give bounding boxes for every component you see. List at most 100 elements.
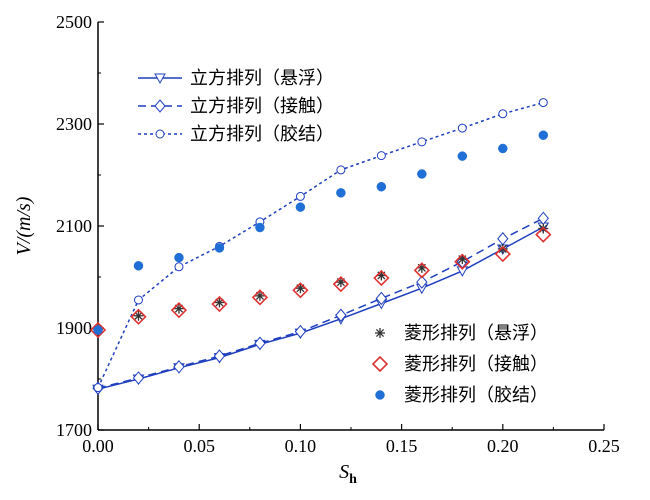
marker-shape [255,222,265,233]
y-axis-title: V/(m/s) [13,196,35,255]
data-point-s1-4 [254,336,266,351]
marker-shape [332,276,350,293]
data-point-s2-8 [417,137,427,147]
y-axis-title-text: V/(m/s) [13,196,35,255]
marker-shape [93,325,103,335]
marker-shape [417,169,427,179]
data-point-s2-10 [498,109,508,119]
data-point-s3-1 [133,310,144,321]
data-point-s1-6 [335,308,347,323]
marker-shape [292,282,309,299]
y-tick-label: 2500 [56,12,92,32]
marker-shape [375,390,385,400]
data-point-s4-2 [170,302,188,319]
y-tick-label: 1700 [56,420,92,440]
marker-stroke [375,328,385,338]
data-point-s1-7 [375,291,388,306]
marker-shape [174,262,184,272]
marker-stroke [498,244,507,254]
legend-label: 立方排列（胶结） [190,124,334,145]
marker-shape [336,165,346,175]
data-point-s1-8 [416,275,428,289]
x-tick-label: 0.05 [183,436,215,456]
legends: 立方排列（悬浮） 立方排列（接触） 立方排列（胶结） 菱形排列（悬浮） 菱形排列（接触）… [138,68,548,406]
marker-shape [133,261,144,271]
axes: 1700 1900 2100 2300 2500 0.00 0.05 0.10 0.15 0.20… [56,12,620,456]
data-point-s2-9 [457,123,467,133]
legend-item-1: 立方排列（接触） [138,96,334,117]
x-tick-label: 0.25 [588,436,620,456]
series-line-1 [97,217,544,389]
marker-shape [376,151,386,161]
data-point-s4-5 [292,282,309,299]
marker-shape [538,98,548,108]
legend-item-3: 菱形排列（悬浮） [375,323,548,344]
data-point-s4-10 [494,245,511,263]
marker-shape [93,383,103,393]
y-tick-label: 2100 [56,216,92,236]
legend-marker [371,355,389,373]
legend-item-2: 立方排列（胶结） [138,124,334,145]
data-point-s2-5 [295,191,305,201]
legend-marker [375,390,385,400]
marker-shape [89,321,107,339]
marker-shape [498,109,508,119]
legend-item-5: 菱形排列（胶结） [375,385,548,406]
data-point-s3-10 [497,243,508,254]
x-axis-title-text: S [339,461,349,483]
marker-shape [416,275,428,289]
data-point-s5-1 [133,261,144,271]
marker-shape [373,269,390,287]
data-point-s4-6 [332,276,350,293]
data-point-s1-3 [213,349,226,363]
data-point-s5-9 [457,151,468,161]
marker-shape [174,252,184,263]
legend-label: 立方排列（接触） [190,96,334,117]
data-point-s5-10 [498,143,508,154]
marker-shape [130,308,147,325]
marker-shape [154,73,166,85]
marker-shape [254,336,266,351]
data-point-s4-4 [251,289,269,306]
data-point-s3-6 [335,277,346,288]
data-point-s1-2 [173,359,185,374]
data-point-s2-1 [133,295,143,305]
data-point-s1-10 [497,231,509,246]
data-point-s4-8 [413,262,430,279]
data-point-s2-2 [174,262,184,272]
data-point-s5-5 [295,202,306,212]
x-tick-label: 0.20 [487,436,519,456]
data-point-s3-3 [214,297,225,308]
series-line-2 [97,101,544,389]
legend-label: 菱形排列（悬浮） [404,323,548,344]
marker-shape [295,191,305,201]
legend-label: 菱形排列（接触） [404,354,548,375]
marker-shape [538,130,549,140]
data-point-s5-2 [174,252,184,263]
y-tick-label: 1900 [56,318,92,338]
marker-shape [132,371,145,385]
data-point-s4-1 [130,308,147,325]
marker-shape [173,359,185,374]
data-point-s4-0 [89,321,107,339]
x-tick-label: 0.10 [285,436,317,456]
data-point-s3-5 [295,283,306,294]
marker-shape [494,245,511,263]
data-point-s5-3 [214,243,225,253]
marker-shape [295,202,306,212]
data-point-s2-7 [376,151,386,161]
data-point-s2-11 [538,98,548,108]
legend-item-0: 立方排列（悬浮） [138,68,334,89]
legend-label: 菱形排列（胶结） [404,385,548,406]
marker-shape [336,188,346,198]
marker-shape [214,243,225,253]
y-tick-label: 2300 [56,114,92,134]
data-point-s5-6 [336,188,346,198]
data-point-s4-3 [211,295,228,313]
plot-lines [97,101,544,390]
data-point-s2-0 [93,383,103,393]
marker-shape [251,289,269,306]
legend-marker [154,73,166,85]
data-point-s1-5 [294,324,307,339]
